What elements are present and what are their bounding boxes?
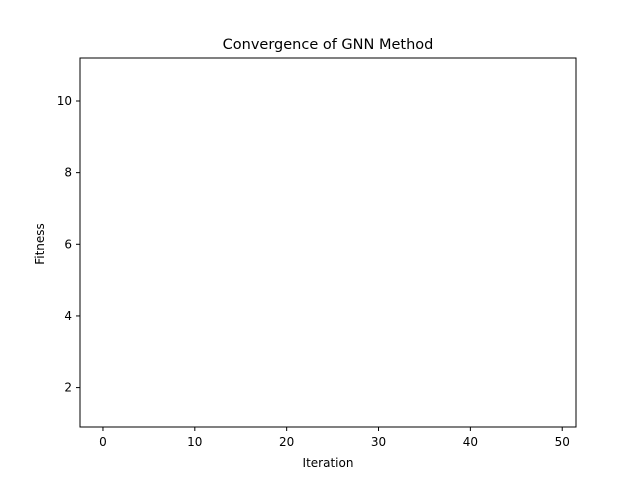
y-tick-label: 2 [64, 381, 72, 395]
y-tick-label: 8 [64, 166, 72, 180]
x-tick-label: 0 [99, 435, 107, 449]
chart-title: Convergence of GNN Method [223, 37, 434, 53]
y-tick-label: 6 [64, 237, 72, 251]
x-tick-label: 20 [279, 435, 294, 449]
x-tick-label: 40 [463, 435, 478, 449]
x-tick-label: 10 [187, 435, 202, 449]
y-axis: 2 4 6 8 10 [57, 94, 80, 395]
plot-area [79, 57, 577, 428]
x-tick-label: 50 [555, 435, 570, 449]
y-tick-label: 4 [64, 309, 72, 323]
y-tick-label: 10 [57, 94, 72, 108]
x-tick-label: 30 [371, 435, 386, 449]
x-axis-label: Iteration [303, 456, 354, 470]
x-axis: 0 10 20 30 40 50 [99, 427, 570, 449]
y-axis-label: Fitness [33, 223, 47, 265]
